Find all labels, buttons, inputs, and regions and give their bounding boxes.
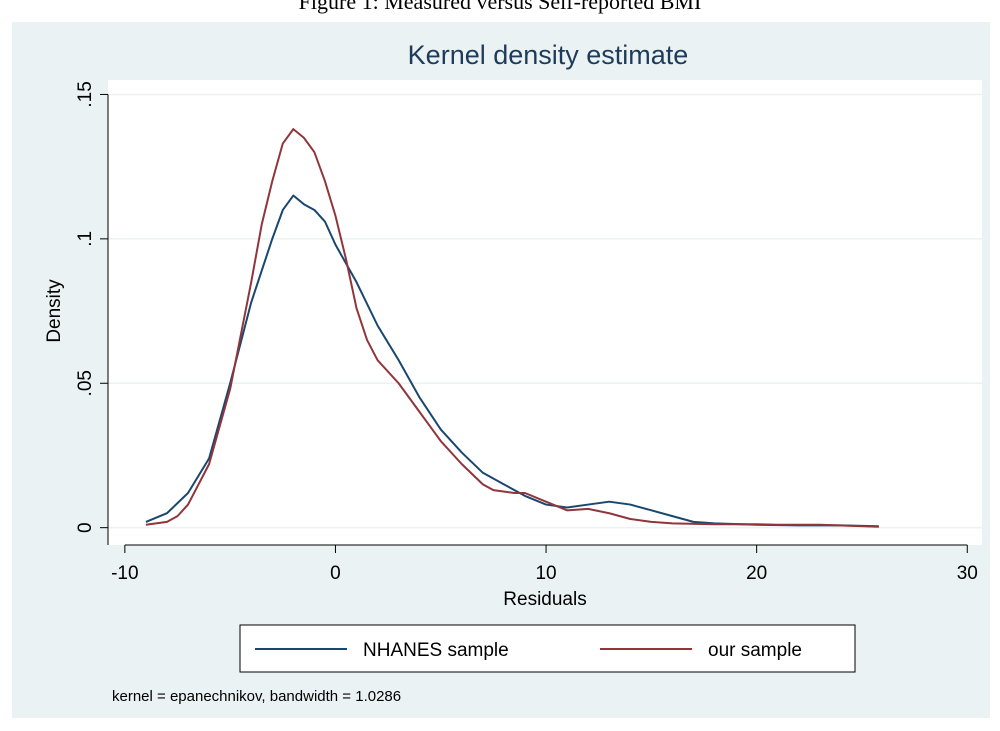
x-tick-label: 0	[330, 563, 341, 584]
x-axis-label: Residuals	[503, 589, 586, 610]
note: kernel = epanechnikov, bandwidth = 1.028…	[112, 688, 401, 705]
density-line	[145, 128, 879, 528]
x-tick-label: 20	[746, 563, 767, 584]
density-line	[145, 194, 879, 528]
y-axis-label: Density	[44, 279, 65, 343]
x-tick-label: -10	[111, 563, 138, 584]
caption: Figure 1: Measured versus Self-reported …	[299, 0, 702, 14]
y-tick-label: .1	[75, 231, 96, 247]
plot-region	[108, 80, 982, 545]
x-tick-label: 10	[535, 563, 556, 584]
x-tick-label: 30	[957, 563, 978, 584]
y-tick-label: .15	[75, 81, 96, 107]
y-tick-label: .05	[75, 370, 96, 396]
y-tick-label: 0	[75, 522, 96, 533]
chart-title: Kernel density estimate	[408, 40, 689, 70]
legend-label: NHANES sample	[363, 640, 509, 661]
legend-label: our sample	[708, 640, 802, 661]
